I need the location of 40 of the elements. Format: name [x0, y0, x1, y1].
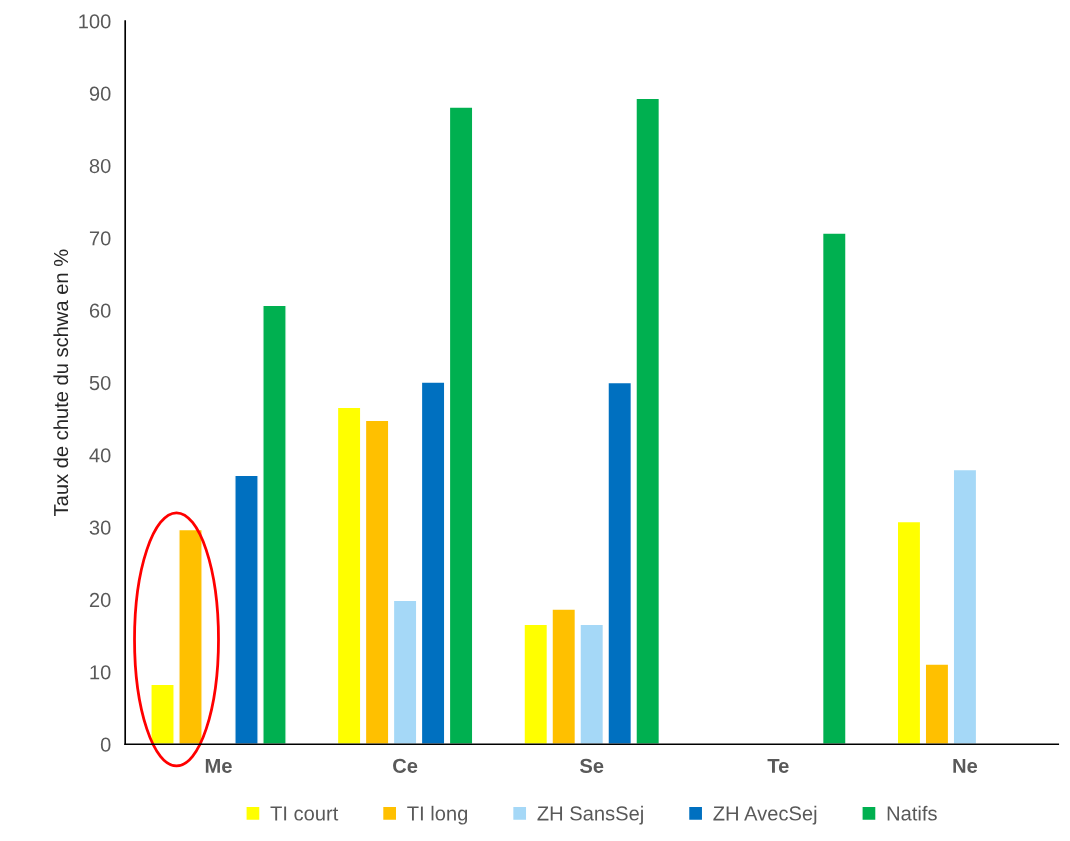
bar — [448, 106, 474, 745]
y-tick-label: 90 — [89, 86, 111, 101]
bar — [262, 304, 287, 745]
bar — [635, 97, 661, 745]
legend-label: Natifs — [887, 805, 937, 821]
x-tick-label: Te — [767, 758, 789, 773]
bar — [150, 683, 175, 745]
bar — [579, 623, 605, 745]
bar — [607, 381, 633, 745]
legend-label: ZH SansSej — [537, 805, 643, 825]
y-tick-label: 20 — [89, 592, 111, 608]
bar — [924, 663, 950, 745]
bar — [551, 608, 577, 745]
bar — [420, 381, 446, 745]
x-tick-label: Ne — [953, 758, 978, 773]
y-tick-label: 50 — [89, 375, 111, 391]
bar — [234, 474, 259, 745]
x-tick-label: Ce — [393, 758, 418, 773]
y-axis-title: Taux de chute du schwa en % — [53, 249, 69, 516]
x-tick-label: Me — [205, 758, 232, 773]
bar — [336, 406, 362, 745]
bar — [392, 599, 418, 745]
legend-label: TI court — [270, 806, 339, 821]
y-tick-label: 0 — [100, 737, 111, 752]
y-tick-label: 40 — [89, 448, 111, 463]
y-tick-label: 60 — [89, 303, 111, 318]
bar — [821, 232, 847, 745]
bar — [178, 528, 203, 745]
bar — [364, 419, 390, 745]
bar — [523, 623, 549, 745]
bar — [896, 520, 922, 745]
y-tick-label: 30 — [89, 520, 111, 535]
legend-label: ZH AvecSej — [713, 805, 817, 825]
y-tick-label: 10 — [90, 665, 111, 680]
y-tick-label: 100 — [79, 14, 111, 29]
x-tick-label: Se — [579, 758, 604, 773]
y-tick-label: 70 — [89, 231, 111, 246]
bar — [952, 468, 978, 745]
legend-label: TI long — [407, 805, 468, 825]
y-tick-label: 80 — [89, 158, 111, 174]
